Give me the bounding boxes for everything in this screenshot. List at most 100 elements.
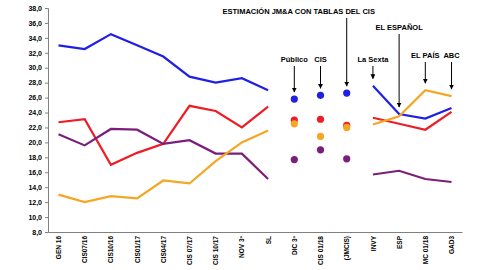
y-tick-mark — [45, 113, 48, 114]
x-tick: CIS04/17 — [160, 232, 167, 263]
y-tick: 22,0 — [28, 124, 48, 132]
annotation-arrow — [320, 66, 321, 88]
x-tick-label: GAD3 — [448, 236, 455, 254]
y-tick-label: 12,0 — [28, 199, 42, 207]
marks — [58, 34, 451, 202]
y-axis: 8,0 10,0 12,0 14,0 16,0 18,0 20,0 22,0 24,0 26,0 2… — [28, 5, 48, 237]
y-tick: 16,0 — [28, 169, 48, 177]
y-tick-mark — [45, 8, 48, 9]
y-tick: 20,0 — [28, 139, 48, 147]
y-tick-label: 18,0 — [28, 154, 42, 162]
annotation-text: Público — [281, 55, 309, 64]
x-tick: MC 01/18 — [422, 232, 429, 264]
y-tick-label: 22,0 — [28, 124, 42, 132]
y-tick: 28,0 — [28, 79, 48, 87]
x-tick: CIS10/16 — [107, 232, 114, 263]
y-tick-label: 14,0 — [28, 184, 42, 192]
x-tick-label: CIS 01/18 — [317, 236, 324, 265]
x-tick: GAD3 — [448, 232, 455, 254]
y-tick: 38,0 — [28, 5, 48, 13]
y-tick: 34,0 — [28, 35, 48, 43]
series-point — [317, 92, 324, 99]
annotation-arrow — [425, 62, 426, 83]
y-axis-line — [45, 9, 49, 233]
x-tick-label: CIS10/16 — [107, 236, 114, 263]
y-tick-mark — [45, 98, 48, 99]
annotations: ESTIMACIÓN JM&A CON TABLAS DEL CIS Públic… — [223, 7, 461, 107]
y-tick: 26,0 — [28, 94, 48, 102]
x-tick-label: NOV 3º — [238, 235, 245, 258]
x-tick: (JMCIS) — [343, 232, 351, 260]
annotation-text: La Sexta — [357, 55, 389, 64]
y-tick-mark — [45, 157, 48, 158]
x-tick-label: CIS 07/17 — [186, 236, 193, 265]
series-point — [291, 156, 298, 163]
chart: 8,0 10,0 12,0 14,0 16,0 18,0 20,0 22,0 24,0 26,0 2… — [0, 0, 480, 270]
annotation-arrow — [451, 62, 452, 89]
y-tick-label: 26,0 — [28, 94, 42, 102]
x-tick: ESP — [396, 232, 403, 249]
x-tick: GEN 16 — [55, 232, 62, 259]
y-tick-mark — [45, 23, 48, 24]
annotation-text: ESTIMACIÓN JM&A CON TABLAS DEL CIS — [223, 7, 375, 16]
y-tick-mark — [45, 68, 48, 69]
y-tick-label: 8,0 — [32, 229, 42, 237]
series-point — [317, 146, 324, 153]
x-tick-label: GEN 16 — [55, 236, 62, 260]
annotation-text: EL ESPAÑOL — [375, 23, 423, 32]
x-tick: CIS 07/17 — [186, 232, 193, 265]
y-tick: 14,0 — [28, 184, 48, 192]
x-tick-label: SL — [265, 236, 272, 244]
y-tick: 36,0 — [28, 20, 48, 28]
x-tick-label: CIS07/16 — [81, 236, 88, 263]
y-tick-mark — [45, 187, 48, 188]
annotation-text: CIS — [314, 55, 327, 64]
annotation-arrow — [294, 66, 295, 92]
y-tick-mark — [45, 53, 48, 54]
y-tick: 8,0 — [32, 229, 48, 237]
y-tick: 24,0 — [28, 109, 48, 117]
y-tick-mark — [45, 142, 48, 143]
x-tick: CIS07/16 — [81, 232, 88, 263]
y-tick-label: 24,0 — [28, 109, 42, 117]
y-tick-label: 38,0 — [28, 5, 42, 13]
x-tick-label: CIS04/17 — [160, 236, 167, 263]
series-point — [343, 124, 350, 131]
series-point — [343, 155, 350, 162]
x-tick-label: INVY — [369, 235, 376, 251]
x-tick-label: MC 01/18 — [422, 236, 429, 265]
x-tick: DIC 3º — [291, 232, 298, 255]
y-tick-label: 30,0 — [28, 64, 42, 72]
plot: 8,0 10,0 12,0 14,0 16,0 18,0 20,0 22,0 24,0 26,0 2… — [28, 5, 462, 265]
y-tick-label: 10,0 — [28, 214, 42, 222]
y-tick-mark — [45, 83, 48, 84]
y-tick: 10,0 — [28, 214, 48, 222]
x-tick-label: ESP — [396, 235, 403, 249]
x-tick: NOV 3º — [238, 232, 245, 258]
y-tick-mark — [45, 202, 48, 203]
y-tick: 12,0 — [28, 199, 48, 207]
y-tick: 30,0 — [28, 64, 48, 72]
x-tick-label: CIS01/17 — [134, 236, 141, 263]
x-tick-label: DIC 3º — [291, 235, 298, 255]
series-point — [291, 120, 298, 127]
y-tick-label: 16,0 — [28, 169, 42, 177]
x-axis: GEN 16 CIS07/16 CIS10/16 CIS01/17 CIS04/17 CI… — [49, 232, 463, 265]
y-tick-label: 34,0 — [28, 35, 42, 43]
series-point — [343, 90, 350, 97]
y-tick-label: 28,0 — [28, 79, 42, 87]
y-tick-mark — [45, 127, 48, 128]
x-tick-label: CIS 10/17 — [212, 236, 219, 265]
x-axis-line — [49, 232, 463, 233]
annotation-arrow — [399, 34, 400, 107]
series-point — [317, 116, 324, 123]
y-tick-mark — [45, 38, 48, 39]
y-tick-label: 32,0 — [28, 50, 42, 58]
annotation-arrow — [346, 18, 347, 86]
y-tick-mark — [45, 217, 48, 218]
x-tick-label: (JMCIS) — [343, 236, 351, 260]
x-tick: SL — [265, 232, 272, 244]
y-tick-mark — [45, 232, 48, 233]
y-tick-label: 36,0 — [28, 20, 42, 28]
series-line — [58, 90, 451, 202]
